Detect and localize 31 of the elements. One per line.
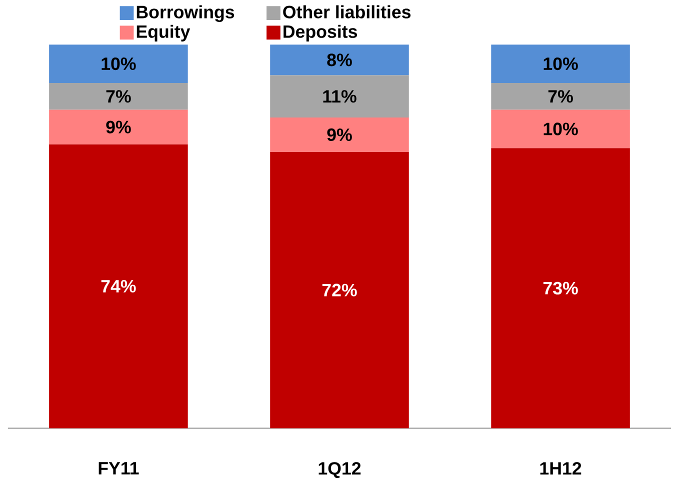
data-label: 7% bbox=[106, 90, 131, 103]
x-tick-label: 1Q12 bbox=[318, 462, 361, 478]
data-label: 10% bbox=[102, 57, 136, 70]
bar bbox=[270, 75, 409, 118]
bar bbox=[491, 44, 630, 83]
data-label: 72% bbox=[322, 284, 357, 296]
legend-label: Deposits bbox=[284, 24, 358, 42]
data-label: 11% bbox=[323, 90, 356, 103]
bar bbox=[270, 152, 409, 428]
bar bbox=[270, 44, 409, 76]
legend-label: Borrowings bbox=[136, 5, 234, 22]
data-label: 10% bbox=[544, 57, 578, 70]
bar bbox=[491, 110, 630, 148]
bar bbox=[491, 82, 630, 110]
data-label: 74% bbox=[101, 280, 136, 293]
data-label: 10% bbox=[544, 122, 578, 136]
bar bbox=[49, 110, 188, 144]
legend-label: Other liabilities bbox=[283, 5, 411, 18]
bar bbox=[49, 82, 188, 110]
data-label: 9% bbox=[106, 120, 131, 134]
bar bbox=[49, 144, 188, 428]
data-label: 8% bbox=[327, 54, 352, 66]
bar bbox=[49, 44, 188, 83]
x-tick-label: FY11 bbox=[98, 462, 139, 474]
bar bbox=[270, 117, 409, 152]
data-label: 9% bbox=[327, 128, 352, 142]
bar bbox=[491, 148, 630, 428]
legend-label: Equity bbox=[136, 24, 190, 42]
data-label: 7% bbox=[548, 90, 573, 103]
x-tick-label: 1H12 bbox=[540, 462, 582, 475]
data-label: 73% bbox=[543, 282, 578, 295]
